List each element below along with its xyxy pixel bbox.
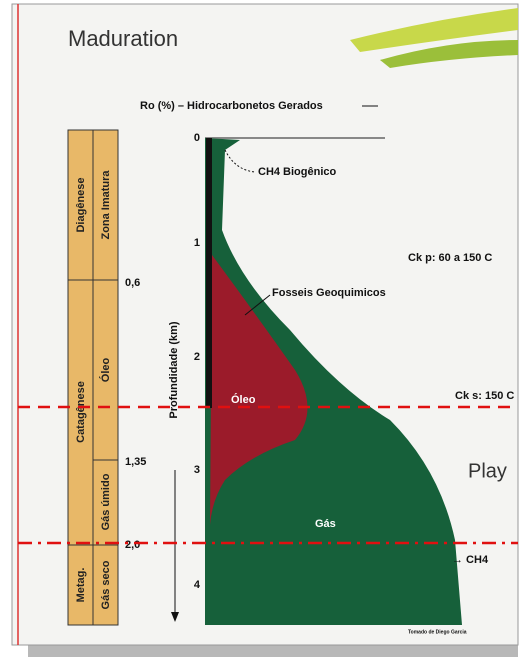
stage-label: Óleo bbox=[99, 357, 112, 382]
annotation: Ck p: 60 a 150 C bbox=[408, 252, 492, 264]
title: Maduration bbox=[68, 26, 178, 51]
annotation: → CH4 bbox=[452, 554, 489, 566]
stage-label: Diagênese bbox=[75, 177, 87, 232]
stage-label: Gás seco bbox=[100, 560, 112, 609]
annotation: Ck s: 150 C bbox=[455, 390, 514, 402]
depth-tick: 0 bbox=[194, 132, 200, 144]
depth-tick: 1 bbox=[194, 237, 200, 249]
cut-text: Play bbox=[468, 460, 507, 482]
annotation: CH4 Biogênico bbox=[258, 166, 337, 178]
arrowhead bbox=[171, 612, 179, 622]
pointer bbox=[224, 149, 256, 173]
annotation: Fosseis Geoquimicos bbox=[272, 287, 386, 299]
axis-label: Profundidade (km) bbox=[168, 321, 180, 419]
leaf bbox=[350, 8, 518, 52]
kerogen-line bbox=[206, 138, 212, 408]
stage-label: Zona Imatura bbox=[100, 170, 112, 240]
ro-value: 0,6 bbox=[125, 277, 140, 289]
ro-header: Ro (%) – Hidrocarbonetos Gerados bbox=[140, 100, 323, 112]
stage-label: Gás úmido bbox=[100, 473, 112, 530]
stage-label: Catagênese bbox=[75, 381, 87, 443]
ro-value: 2,0 bbox=[125, 539, 140, 551]
annotation: Óleo bbox=[231, 393, 256, 406]
stage-column bbox=[67, 129, 119, 626]
shadow bbox=[28, 645, 518, 657]
gas-zone bbox=[205, 138, 462, 625]
leaf bbox=[380, 40, 518, 68]
stage-label: Metag. bbox=[75, 568, 87, 603]
oil-zone bbox=[210, 255, 308, 525]
ro-value: 1,35 bbox=[125, 456, 146, 468]
depth-tick: 2 bbox=[194, 351, 200, 363]
depth-tick: 4 bbox=[194, 579, 201, 591]
depth-tick: 3 bbox=[194, 464, 200, 476]
credit: Tomado de Diego Garcia bbox=[408, 629, 467, 635]
annotation: Gás bbox=[315, 518, 336, 530]
pointer bbox=[244, 294, 271, 316]
